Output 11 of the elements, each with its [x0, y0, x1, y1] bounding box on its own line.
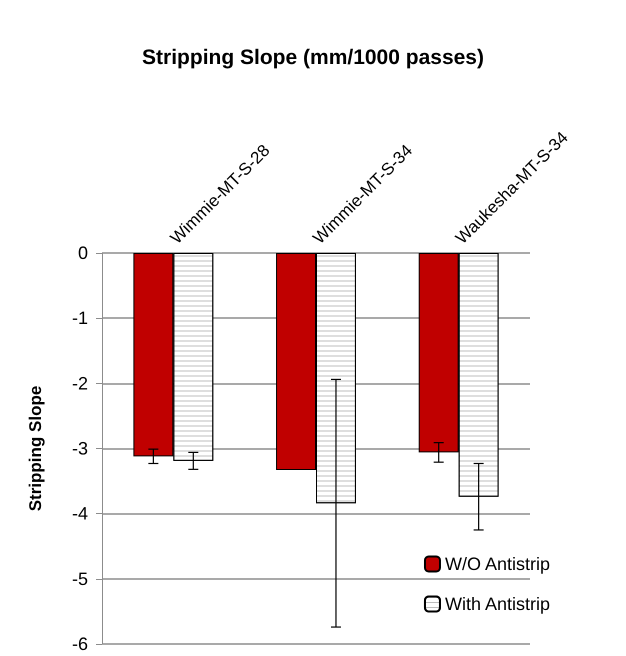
y-tick-label: -4 — [72, 504, 88, 524]
y-tick-label: 0 — [78, 243, 88, 263]
y-tick-label: -2 — [72, 373, 88, 394]
y-tick-label: -5 — [72, 568, 88, 589]
legend-label: With Antistrip — [444, 594, 550, 614]
y-tick-label: -3 — [72, 438, 88, 458]
y-axis-title: Stripping Slope — [26, 386, 45, 512]
chart-title: Stripping Slope (mm/1000 passes) — [142, 46, 484, 69]
legend-label: W/O Antistrip — [444, 554, 550, 574]
y-tick-label: -6 — [72, 634, 88, 654]
y-tick-label: -1 — [72, 308, 88, 328]
